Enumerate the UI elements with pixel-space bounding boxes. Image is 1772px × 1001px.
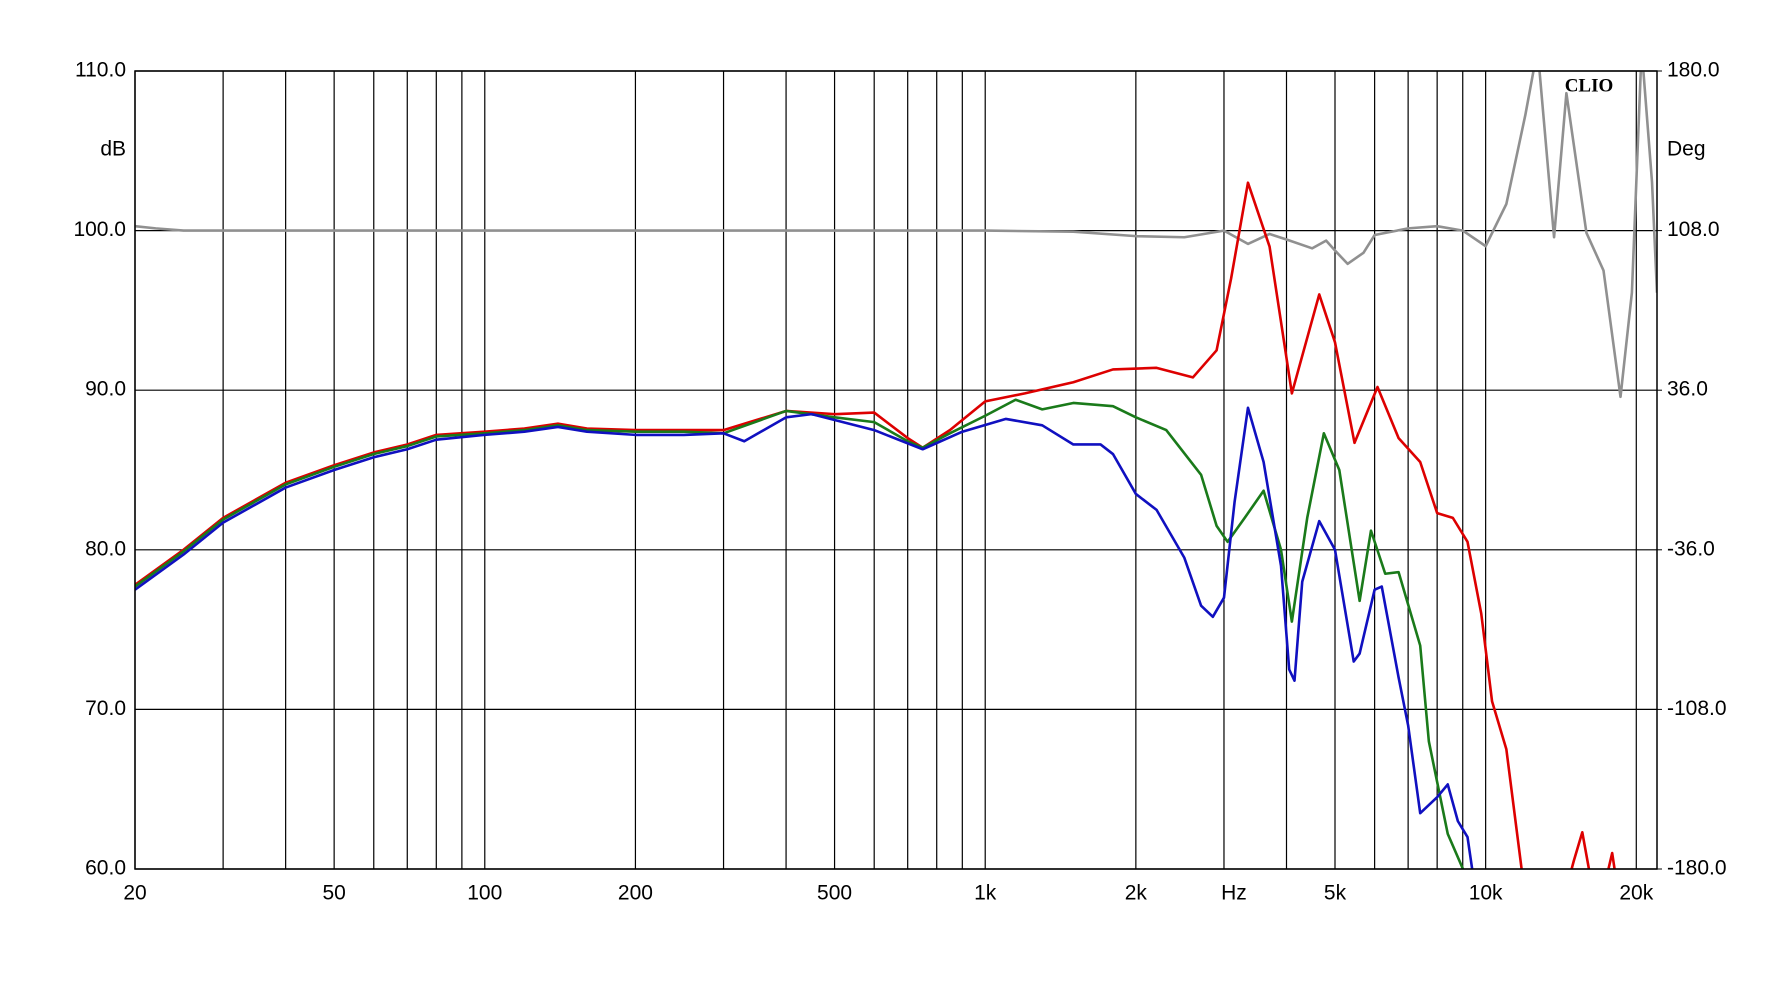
y2-tick-label: 36.0 <box>1667 378 1708 401</box>
x-tick-label: 200 <box>618 882 653 905</box>
y-tick-label: 60.0 <box>85 857 126 880</box>
plot-frame <box>134 70 1658 870</box>
x-tick-label: 100 <box>467 882 502 905</box>
series-line <box>135 398 1465 869</box>
y-tick-label: 110.0 <box>75 59 126 82</box>
y2-tick-label: 180.0 <box>1667 59 1720 82</box>
series-line <box>135 406 1474 869</box>
x-tick-label: 20k <box>1619 882 1653 905</box>
series-line <box>135 181 1616 869</box>
y-tick-label: 100.0 <box>73 218 126 241</box>
x-tick-label: 50 <box>322 882 345 905</box>
x-tick-label: 20 <box>123 882 146 905</box>
curves <box>135 71 1657 869</box>
series-line <box>135 71 1657 399</box>
y-tick-label: 80.0 <box>85 537 126 560</box>
x-tick-label: 500 <box>817 882 852 905</box>
x-axis-label: Hz <box>1221 882 1247 905</box>
annotation: CLIO <box>1565 75 1614 96</box>
y2-tick-label: -36.0 <box>1667 537 1715 560</box>
x-tick-label: 1k <box>974 882 997 905</box>
y-axis-label: dB <box>100 138 126 161</box>
y2-tick-label: -108.0 <box>1667 697 1727 720</box>
y2-tick-label: 108.0 <box>1667 218 1720 241</box>
y-tick-label: 90.0 <box>85 378 126 401</box>
labels: 60.0 70.0 80.0 90.0 100.0 110.0 -180.0 -108.0 -3… <box>73 59 1726 905</box>
x-tick-label: 5k <box>1324 882 1347 905</box>
y-tick-label: 70.0 <box>85 697 126 720</box>
grid <box>134 70 1657 870</box>
y2-tick-label: -180.0 <box>1667 857 1727 880</box>
x-tick-label: 10k <box>1469 882 1503 905</box>
y2-axis-label: Deg <box>1667 138 1706 161</box>
x-tick-label: 2k <box>1125 882 1148 905</box>
